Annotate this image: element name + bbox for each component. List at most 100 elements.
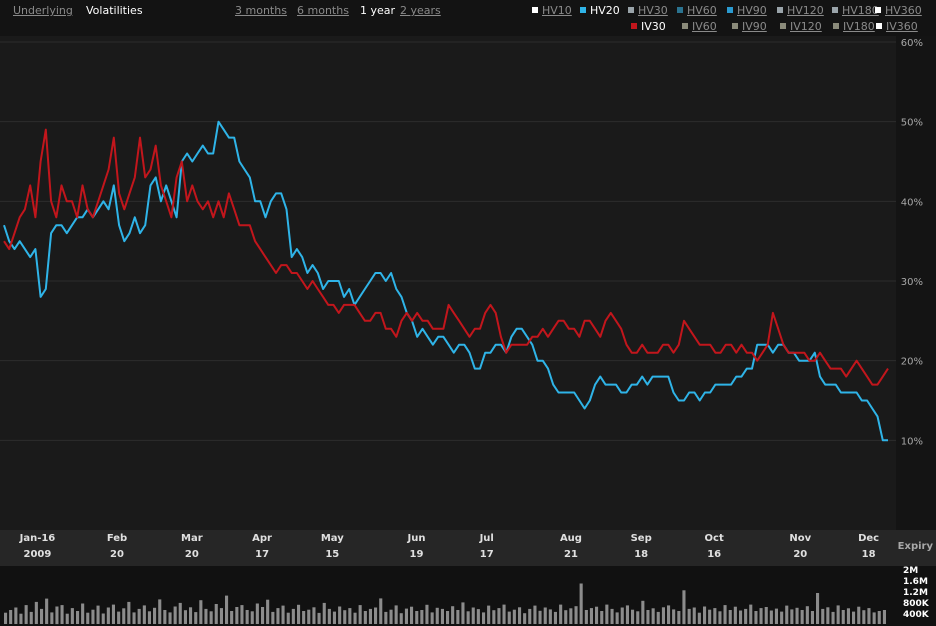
x-tick-month: May [321, 533, 344, 544]
volume-bar [672, 609, 676, 624]
tab-volatilities[interactable]: Volatilities [86, 4, 143, 17]
volume-bar [147, 611, 151, 624]
volume-bar [507, 611, 511, 624]
x-tick-day: 18 [862, 549, 876, 560]
volume-bar [697, 612, 701, 624]
volume-bar [302, 611, 306, 624]
volume-bar [348, 608, 352, 624]
volume-bar [589, 608, 593, 624]
legend-hv180[interactable]: HV180 [832, 4, 879, 17]
volume-bar [625, 605, 629, 624]
legend-label: HV60 [687, 4, 717, 17]
range-1-year[interactable]: 1 year [360, 4, 396, 17]
volume-bar [836, 605, 840, 624]
range-3-months[interactable]: 3 months [235, 4, 287, 17]
volume-bar [451, 606, 455, 624]
volume-bar [605, 604, 609, 624]
volume-bar [774, 608, 778, 624]
legend-iv30[interactable]: IV30 [631, 20, 666, 33]
volume-bar [790, 609, 794, 624]
tab-underlying[interactable]: Underlying [13, 4, 73, 17]
volume-bar [780, 611, 784, 624]
volume-bar [461, 602, 465, 624]
volume-bar [805, 606, 809, 624]
legend-hv10[interactable]: HV10 [532, 4, 572, 17]
volume-bar [307, 609, 311, 624]
volume-bar [703, 606, 707, 625]
legend-hv120[interactable]: HV120 [777, 4, 824, 17]
legend-hv90[interactable]: HV90 [727, 4, 767, 17]
volume-bar [327, 608, 331, 624]
volume-bar [764, 607, 768, 624]
volume-bar [656, 611, 660, 625]
volume-bar [343, 610, 347, 624]
volume-bar [153, 607, 157, 624]
volume-bar [240, 605, 244, 624]
volume-bar [286, 612, 290, 624]
volume-bar [204, 608, 208, 624]
volume-bar [317, 612, 321, 624]
volume-bars [4, 583, 886, 625]
volume-bar [440, 608, 444, 624]
x-tick-month: Jun [407, 533, 426, 544]
volume-bar [579, 583, 583, 624]
series-lines [3, 120, 889, 442]
legend-label: IV30 [641, 20, 666, 33]
legend-label: IV90 [742, 20, 767, 33]
x-tick-month: Jan-16 [19, 533, 56, 544]
volume-bar [111, 604, 115, 624]
volume-bar [482, 612, 486, 624]
volume-bar [29, 611, 33, 625]
volume-bar [363, 611, 367, 624]
volume-bar [250, 611, 254, 624]
volume-bar [230, 611, 234, 624]
volume-bar [600, 611, 604, 624]
legend-iv90[interactable]: IV90 [732, 20, 767, 33]
volume-bar [199, 600, 203, 624]
volume-bar [610, 608, 614, 624]
volume-bar [194, 612, 198, 624]
volume-bar [266, 599, 270, 624]
legend-iv180[interactable]: IV180 [833, 20, 875, 33]
legend-label: IV360 [886, 20, 918, 33]
volume-bar [533, 605, 537, 624]
legend-iv60[interactable]: IV60 [682, 20, 717, 33]
volume-tick-label: 2M [903, 566, 918, 576]
legend-hv360[interactable]: HV360 [875, 4, 922, 17]
volume-bar [749, 604, 753, 624]
volume-bar [291, 608, 295, 624]
volume-bar [281, 605, 285, 624]
legend-label: IV180 [843, 20, 875, 33]
x-tick-month: Feb [107, 533, 127, 544]
volume-bar [261, 607, 265, 624]
volume-bar [882, 610, 886, 624]
volume-bar [40, 608, 44, 624]
legend-iv360[interactable]: IV360 [876, 20, 918, 33]
legend-label: HV90 [737, 4, 767, 17]
legend-hv20[interactable]: HV20 [580, 4, 620, 17]
range-6-months[interactable]: 6 months [297, 4, 349, 17]
volume-bar [368, 608, 372, 624]
x-tick-day: 16 [707, 549, 721, 560]
x-tick-day: 20 [185, 549, 199, 560]
volume-bar [564, 610, 568, 624]
legend-hv30[interactable]: HV30 [628, 4, 668, 17]
volume-bar [739, 610, 743, 624]
volume-bar [214, 604, 218, 624]
legend-iv120[interactable]: IV120 [780, 20, 822, 33]
range-2-years[interactable]: 2 years [400, 4, 441, 17]
legend-label: HV120 [787, 4, 824, 17]
volume-bar [132, 612, 136, 624]
volume-bar [19, 613, 23, 624]
volume-bar [852, 611, 856, 624]
volume-bar [636, 611, 640, 624]
volume-bar [661, 607, 665, 624]
volume-bar [404, 608, 408, 624]
volume-bar [826, 607, 830, 624]
volume-bar [81, 603, 85, 624]
legend-hv60[interactable]: HV60 [677, 4, 717, 17]
volume-bar [374, 607, 378, 624]
legend-swatch [628, 7, 634, 13]
plot-background [0, 36, 896, 530]
volume-bar [45, 598, 49, 624]
